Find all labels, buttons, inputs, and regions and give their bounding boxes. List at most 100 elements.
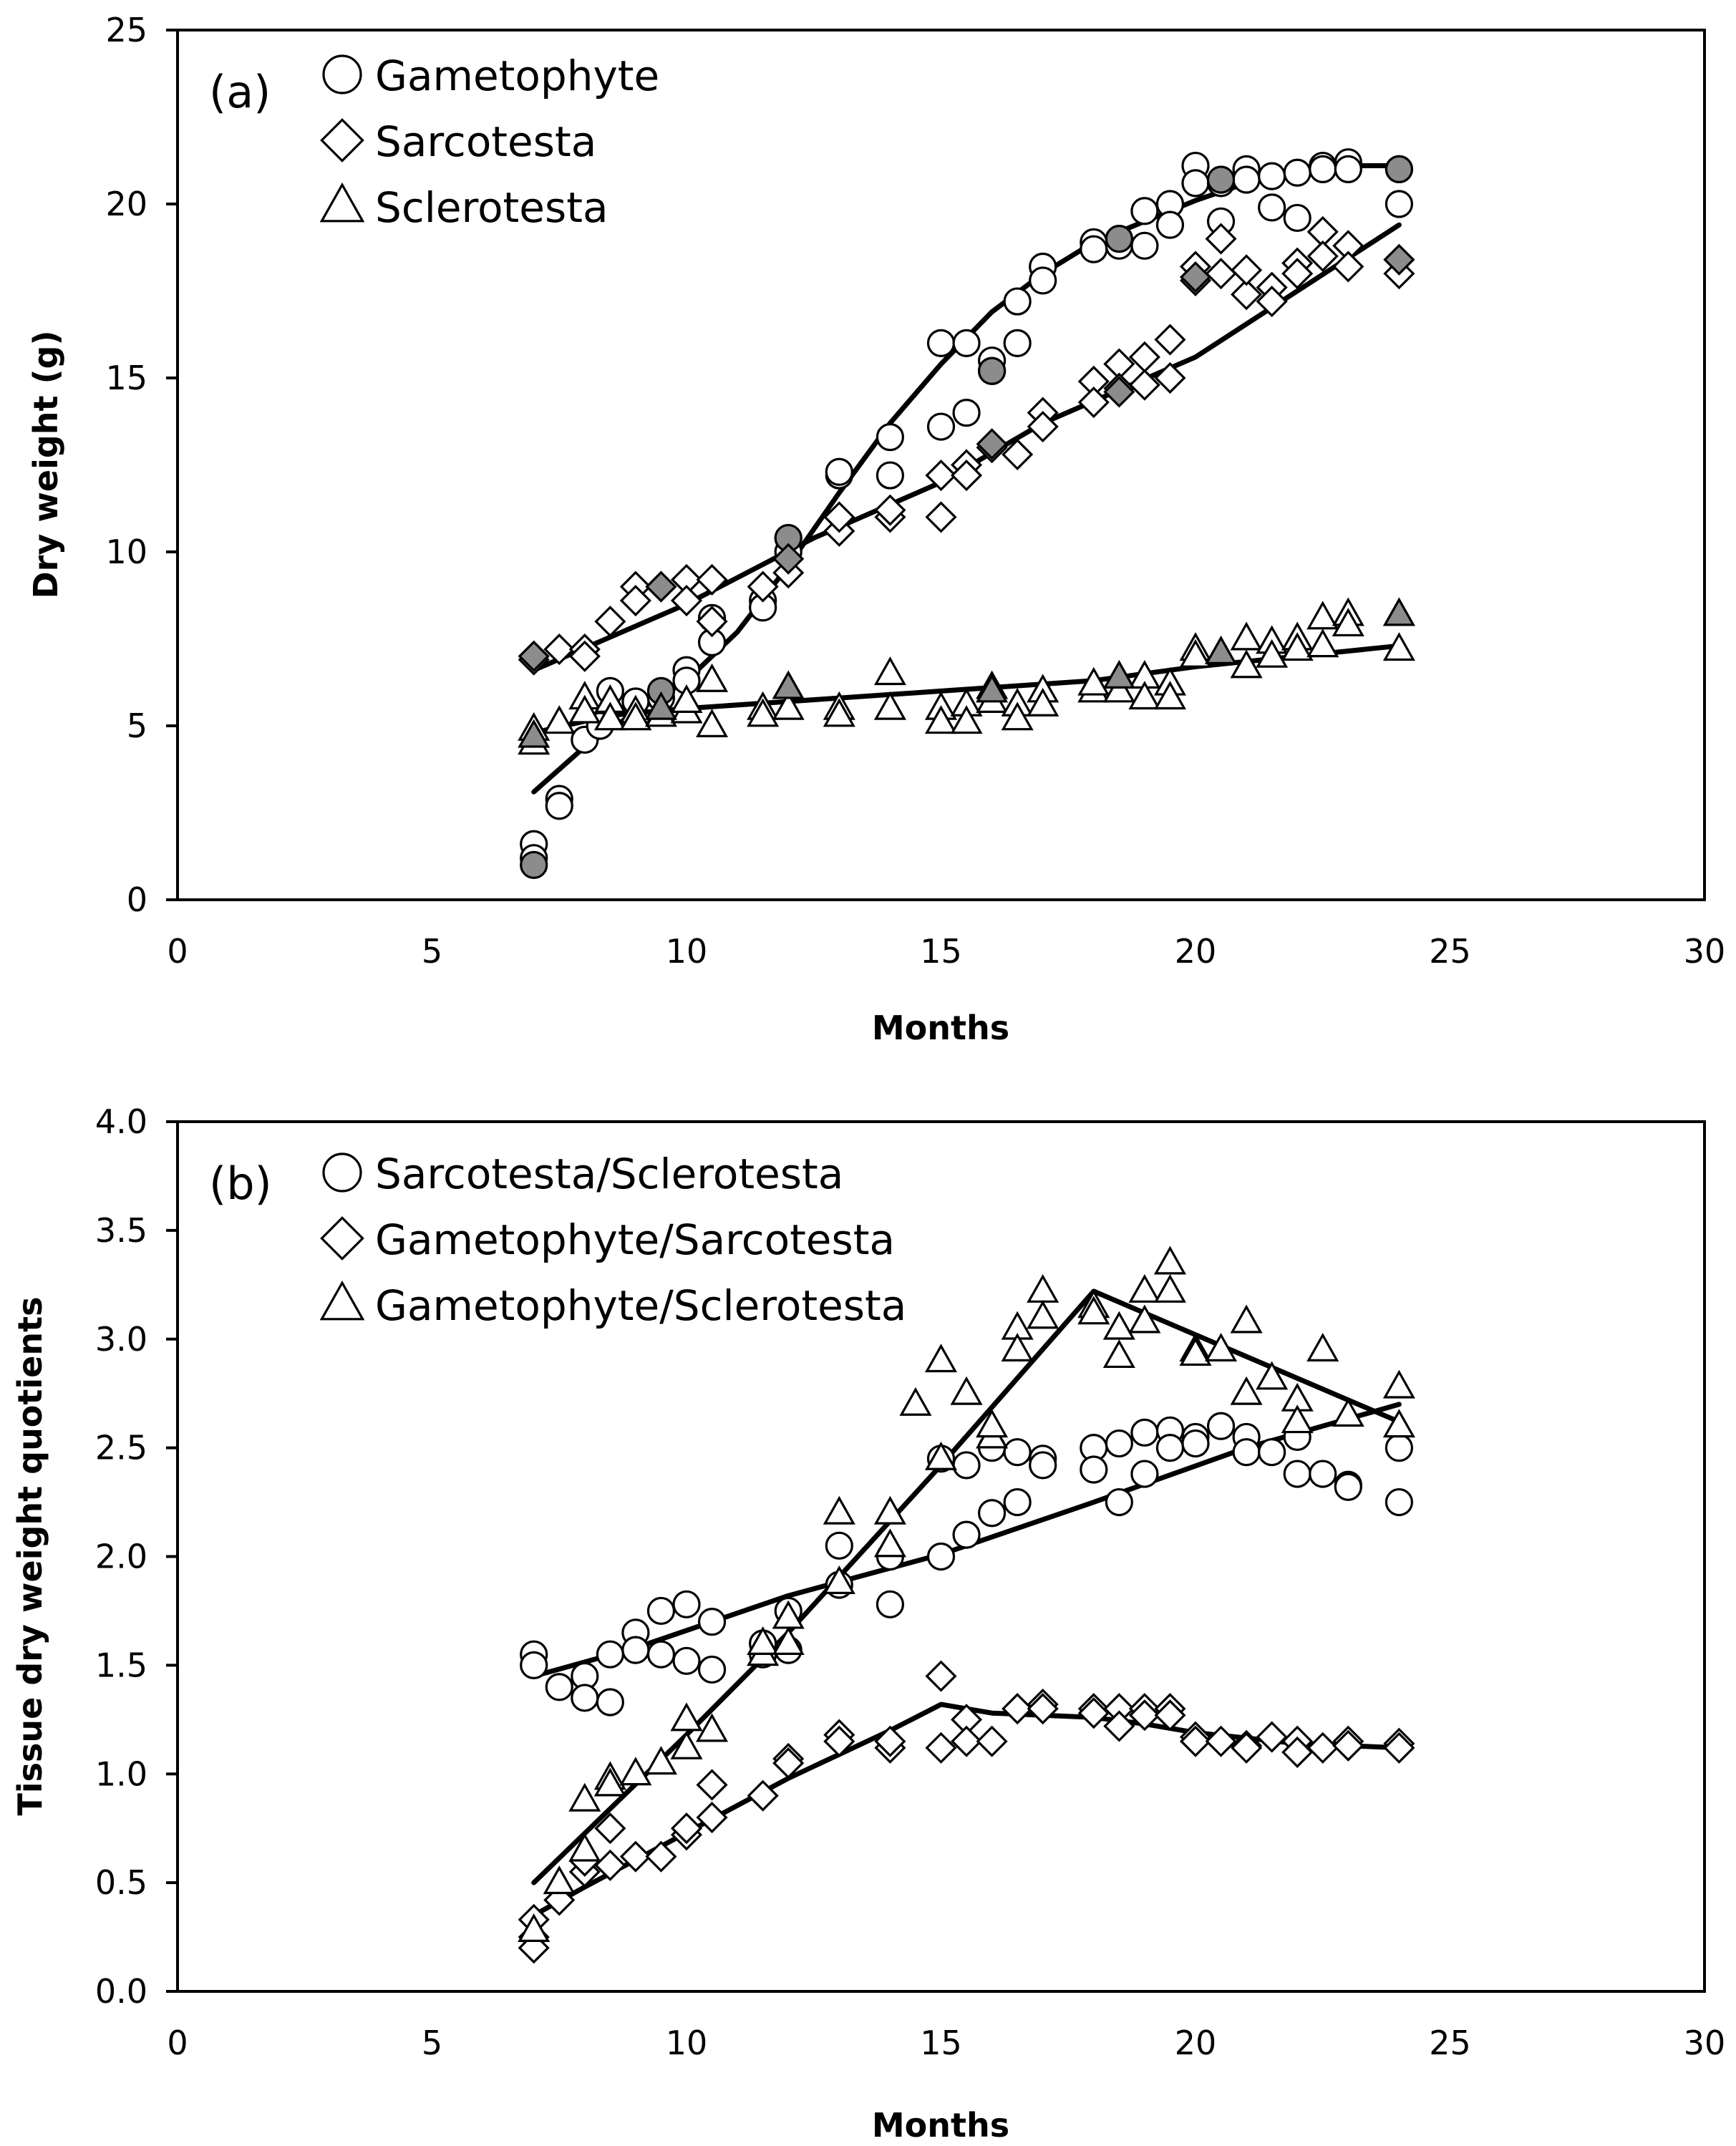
data-point-triangle [1230,621,1263,651]
data-point-diamond [696,1769,728,1801]
data-point-triangle [1102,1339,1135,1369]
data-point-triangle [1153,681,1186,710]
data-point-triangle [1332,608,1364,637]
data-point-filled-circle [1206,165,1236,194]
data-point-diamond [950,1725,983,1757]
data-point-diamond [1332,1729,1364,1762]
data-point-circle [697,1655,727,1684]
data-point-filled-circle [977,356,1007,385]
data-point-circle [1258,162,1286,190]
data-point-circle [876,461,905,490]
data-point-triangle [823,1565,855,1594]
data-point-diamond [874,494,906,526]
x-tick-label-b: 30 [1684,2024,1726,2062]
data-point-triangle [1027,687,1059,717]
y-tick-label-a: 25 [105,11,147,49]
data-point-triangle [1230,1376,1263,1405]
data-point-circle [545,792,573,820]
legend-marker-circle [322,54,362,94]
legend-marker-diamond [320,1216,364,1261]
data-point-diamond [1002,438,1034,470]
data-point-diamond [1077,1697,1110,1729]
legend-label: Gametophyte/Sarcotesta [375,1215,895,1264]
data-point-filled-triangle [1382,597,1415,626]
data-point-circle [1029,1451,1057,1480]
data-point-triangle [772,691,805,720]
data-point-circle [672,1590,701,1618]
data-point-circle [977,1499,1007,1528]
data-point-triangle [1001,1332,1034,1361]
data-point-diamond [772,1747,805,1780]
data-point-filled-triangle [772,670,805,699]
y-tick-label-b: 2.0 [95,1538,147,1576]
data-point-filled-triangle [976,674,1009,703]
data-point-diamond [925,460,957,492]
panel-label-a: (a) [209,66,271,118]
data-point-diamond [1179,1725,1212,1757]
data-point-diamond [1002,1693,1034,1725]
data-point-diamond [594,1812,626,1845]
data-point-triangle [670,1702,703,1732]
data-point-circle [1181,169,1210,198]
data-point-diamond [1027,1693,1059,1725]
data-point-triangle [823,698,855,727]
data-point-circle [571,1684,599,1712]
legend-marker-diamond [320,118,364,162]
data-point-triangle [873,1495,906,1525]
x-tick-label-a: 5 [422,932,442,971]
data-point-filled-diamond [1103,376,1135,408]
data-point-triangle [924,1344,958,1373]
data-point-triangle [593,701,626,731]
data-point-circle [1283,158,1311,187]
data-point-filled-triangle [518,719,551,748]
data-point-filled-diamond [772,543,805,575]
ticks-a: 0 5 10 15 20 25 30 0 5 10 15 20 25 [105,11,1725,971]
data-point-diamond [1306,1732,1339,1764]
data-point-triangle [1382,632,1415,661]
data-point-circle [952,1451,981,1480]
x-tick-label-b: 15 [920,2024,962,2062]
data-point-filled-triangle [1205,635,1238,664]
data-point-diamond [1383,1732,1415,1764]
data-point-circle [1003,287,1032,316]
data-point-diamond [976,1725,1008,1757]
data-point-circle [1385,1434,1414,1462]
data-point-circle [1232,1438,1261,1467]
y-tick-label-b: 3.0 [95,1320,147,1359]
data-point-circle [1003,1487,1032,1517]
data-point-triangle [924,705,958,734]
plot-frame-a [176,29,1706,901]
data-point-circle [1309,155,1337,183]
data-point-diamond [619,1840,651,1873]
data-point-triangle [976,1409,1009,1438]
data-point-triangle [1281,632,1314,661]
legend-marker-triangle [319,182,365,223]
data-point-diamond [696,606,728,638]
x-tick-label-a: 30 [1684,932,1726,971]
data-point-triangle [670,684,703,713]
data-point-circle [545,1673,573,1701]
panel-b: (b) Months Tissue dry weight quotients S… [11,1102,1725,2145]
data-point-circle [876,423,905,452]
data-point-circle [876,1590,905,1618]
data-point-diamond [1154,361,1186,394]
x-tick-label-a: 25 [1429,932,1471,971]
data-point-triangle [619,1757,652,1786]
data-point-diamond [1205,258,1237,290]
y-tick-label-b: 0.5 [95,1863,147,1902]
data-point-circle [1206,1412,1236,1440]
x-tick-label-a: 10 [666,932,708,971]
data-point-diamond [696,1801,728,1834]
x-axis-title-b: Months [872,2106,1009,2145]
data-point-circle [1105,1429,1133,1458]
y-tick-label-b: 2.5 [95,1429,147,1467]
markers-a [518,148,1415,880]
data-point-triangle [1306,1332,1339,1361]
data-point-triangle [1128,1304,1161,1334]
data-point-diamond [1205,223,1237,255]
y-tick-label-a: 0 [127,880,147,919]
data-point-triangle [1306,601,1339,630]
data-point-diamond [1103,1710,1135,1742]
data-point-diamond [925,1660,957,1692]
data-point-diamond [594,606,626,638]
